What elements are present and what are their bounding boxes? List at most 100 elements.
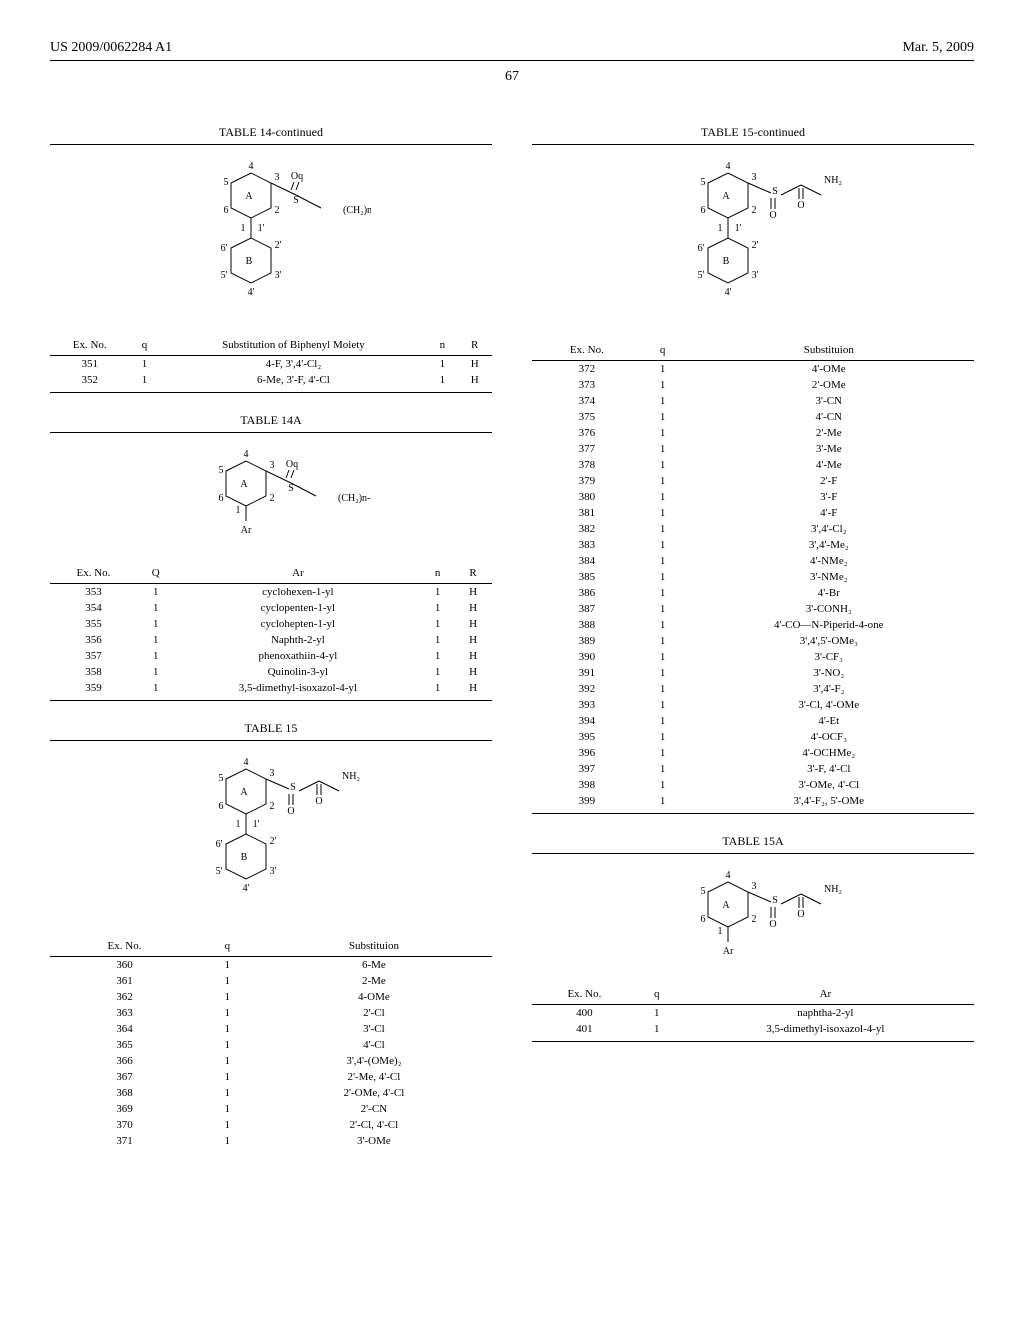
table-cell: 379 xyxy=(532,473,642,489)
table-cell: H xyxy=(454,600,492,616)
table-cell: 1 xyxy=(642,729,684,745)
table-cell: 391 xyxy=(532,665,642,681)
svg-text:4: 4 xyxy=(726,161,731,172)
svg-text:5': 5' xyxy=(216,866,223,877)
table-row: 36312'-Cl xyxy=(50,1005,492,1021)
table15A-wrap: A 5 4 3 2 6 1 Ar S O O NH₂ xyxy=(532,853,974,1042)
table-cell: Naphth-2-yl xyxy=(175,632,421,648)
table-cell: cyclopenten-1-yl xyxy=(175,600,421,616)
table-row: 3531cyclohexen-1-yl1H xyxy=(50,584,492,601)
table-cell: 2'-Cl, 4'-Cl xyxy=(256,1117,492,1133)
table-cell: 1 xyxy=(642,745,684,761)
table-cell: 3'-CF₃ xyxy=(684,649,974,665)
right-column: TABLE 15-continued xyxy=(532,115,974,1173)
table-cell: 3',4'-F₂ xyxy=(684,681,974,697)
table-cell: 1 xyxy=(642,601,684,617)
svg-text:1': 1' xyxy=(253,819,260,830)
svg-text:A: A xyxy=(722,900,730,911)
table-cell: H xyxy=(454,648,492,664)
table-cell: 1 xyxy=(642,489,684,505)
svg-text:6: 6 xyxy=(224,205,229,216)
svg-text:5: 5 xyxy=(701,177,706,188)
table-cell: 1 xyxy=(642,441,684,457)
table-cell: H xyxy=(454,632,492,648)
table-row: 36514'-Cl xyxy=(50,1037,492,1053)
table15-table: Ex. No. q Substituion 36016-Me36112-Me36… xyxy=(50,936,492,1153)
table-cell: 4'-CO—N-Piperid-4-one xyxy=(684,617,974,633)
table-cell: 398 xyxy=(532,777,642,793)
svg-text:3': 3' xyxy=(275,270,282,281)
svg-text:5: 5 xyxy=(219,465,224,476)
table-cell: 2'-CN xyxy=(256,1101,492,1117)
table-cell: 1 xyxy=(137,600,175,616)
th-q: Q xyxy=(137,563,175,584)
table-cell: 2'-OMe, 4'-Cl xyxy=(256,1085,492,1101)
table-cell: 1 xyxy=(137,648,175,664)
table-cell: 370 xyxy=(50,1117,199,1133)
svg-text:B: B xyxy=(241,852,248,863)
table-row: 37413'-CN xyxy=(532,393,974,409)
table-cell: 354 xyxy=(50,600,137,616)
table-cell: 1 xyxy=(642,409,684,425)
table-row: 3551cyclohepten-1-yl1H xyxy=(50,616,492,632)
table-row: 39514'-OCF₃ xyxy=(532,729,974,745)
th-ar: Ar xyxy=(677,984,974,1005)
svg-text:2: 2 xyxy=(270,801,275,812)
table-cell: 3'-CN xyxy=(684,393,974,409)
table-cell: 1 xyxy=(642,697,684,713)
table-cell: 1 xyxy=(421,600,454,616)
table-cell: 387 xyxy=(532,601,642,617)
table-row: 36016-Me xyxy=(50,957,492,974)
table-cell: 380 xyxy=(532,489,642,505)
table-cell: H xyxy=(454,584,492,601)
table-cell: 1 xyxy=(642,457,684,473)
table-cell: 3'-NMe₂ xyxy=(684,569,974,585)
svg-text:S: S xyxy=(293,195,299,206)
svg-text:Ar: Ar xyxy=(723,946,734,957)
table-row: 4001naphtha-2-yl xyxy=(532,1005,974,1022)
table-cell: 3'-OMe, 4'-Cl xyxy=(684,777,974,793)
svg-text:6: 6 xyxy=(701,914,706,925)
table-cell: 1 xyxy=(642,553,684,569)
table-cell: 1 xyxy=(199,1085,256,1101)
table-cell: 362 xyxy=(50,989,199,1005)
table15-title: TABLE 15 xyxy=(50,721,492,736)
table-cell: 4'-CN xyxy=(684,409,974,425)
table-cell: 1 xyxy=(199,1005,256,1021)
table15A-table: Ex. No. q Ar 4001naphtha-2-yl40113,5-dim… xyxy=(532,984,974,1041)
svg-text:S: S xyxy=(288,483,294,494)
th-sub: Substituion xyxy=(256,936,492,957)
svg-text:NH₂: NH₂ xyxy=(342,771,360,782)
table-cell: 4'-OCF₃ xyxy=(684,729,974,745)
table15cont-title: TABLE 15-continued xyxy=(532,125,974,140)
table-cell: 1 xyxy=(642,617,684,633)
table-cell: 1 xyxy=(427,372,457,392)
table-cell: 2-Me xyxy=(256,973,492,989)
table-cell: 3',4'-(OMe)₂ xyxy=(256,1053,492,1069)
table-cell: H xyxy=(457,356,492,373)
table15A-structure: A 5 4 3 2 6 1 Ar S O O NH₂ xyxy=(532,854,974,984)
table-row: 38114'-F xyxy=(532,505,974,521)
table-cell: 4'-OCHMe₂ xyxy=(684,745,974,761)
table-cell: 1 xyxy=(421,680,454,700)
svg-text:2': 2' xyxy=(752,240,759,251)
th-q: q xyxy=(642,340,684,361)
table-cell: 386 xyxy=(532,585,642,601)
th-n: n xyxy=(421,563,454,584)
table-cell: 397 xyxy=(532,761,642,777)
table-cell: 395 xyxy=(532,729,642,745)
table-row: 38313',4'-Me₂ xyxy=(532,537,974,553)
table-cell: 377 xyxy=(532,441,642,457)
table-row: 37312'-OMe xyxy=(532,377,974,393)
table-cell: 4-OMe xyxy=(256,989,492,1005)
table-cell: 366 xyxy=(50,1053,199,1069)
table-cell: 3'-Cl xyxy=(256,1021,492,1037)
table-row: 38913',4',5'-OMe₃ xyxy=(532,633,974,649)
table-cell: 376 xyxy=(532,425,642,441)
table-row: 37514'-CN xyxy=(532,409,974,425)
table-cell: 393 xyxy=(532,697,642,713)
table-row: 38814'-CO—N-Piperid-4-one xyxy=(532,617,974,633)
table-cell: 375 xyxy=(532,409,642,425)
svg-text:1: 1 xyxy=(718,926,723,937)
table-row: 37113'-OMe xyxy=(50,1133,492,1153)
